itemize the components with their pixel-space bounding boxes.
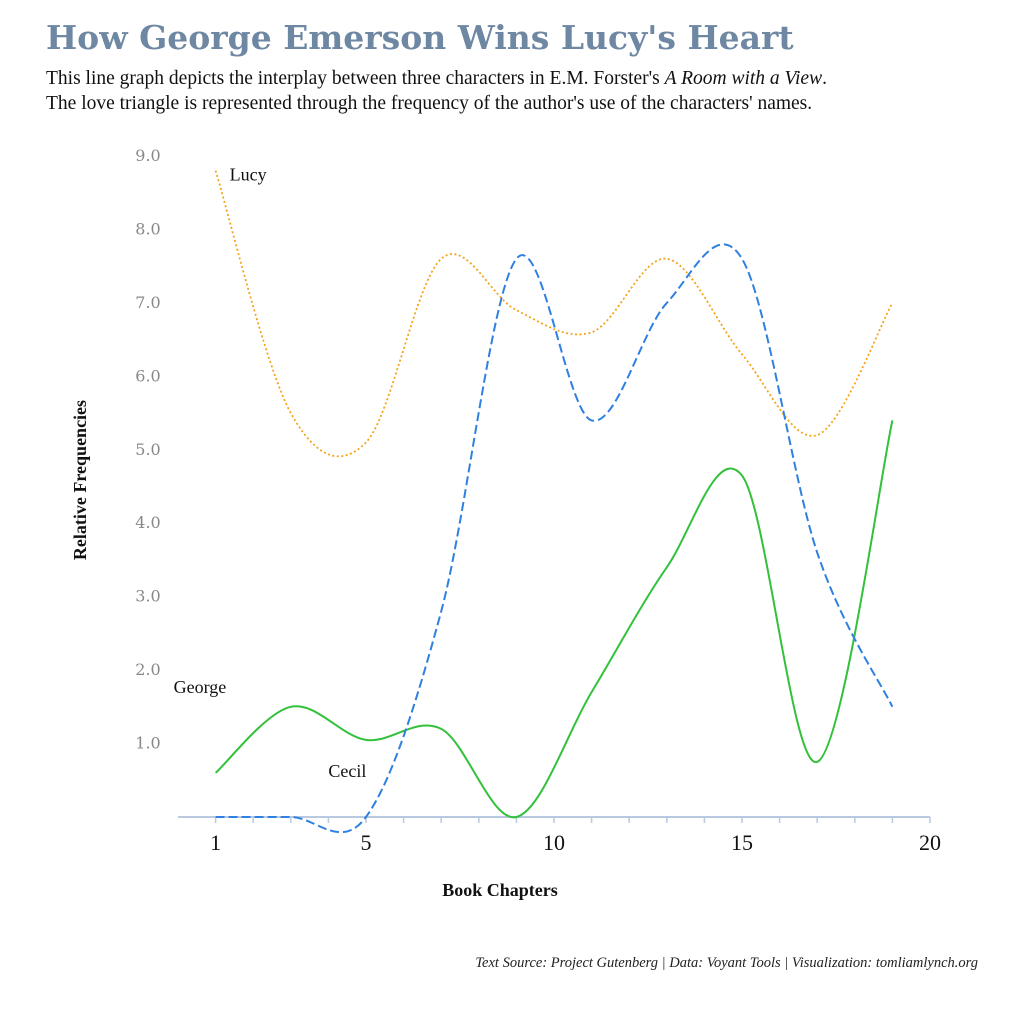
lucy-data-point	[364, 440, 369, 445]
y-tick-label: 9.0	[135, 146, 160, 165]
cecil-data-point	[890, 704, 895, 709]
cecil-line	[215, 243, 894, 834]
cecil-data-point	[288, 815, 293, 820]
y-tick-label: 4.0	[135, 513, 160, 532]
lucy-data-point	[514, 308, 519, 313]
george-data-point	[664, 565, 669, 570]
x-tick-label: 10	[543, 830, 565, 855]
series-labels: Lucy George Cecil	[174, 165, 367, 781]
cecil-data-point	[364, 815, 369, 820]
lucy-data-point	[589, 330, 594, 335]
lucy-data-point	[664, 256, 669, 261]
lucy-data-point	[890, 300, 895, 305]
cecil-label: Cecil	[328, 761, 366, 781]
lucy-label: Lucy	[230, 165, 267, 185]
x-axis: 1 5 10 15 20	[178, 816, 941, 855]
x-tick-label: 1	[210, 830, 221, 855]
y-tick-label: 8.0	[135, 219, 160, 238]
cecil-data-point	[815, 550, 820, 555]
george-data-point	[890, 418, 895, 423]
chart-subtitle: This line graph depicts the interplay be…	[46, 66, 1006, 116]
george-data-point	[439, 726, 444, 731]
george-data-point	[589, 690, 594, 695]
lucy-data-point	[439, 256, 444, 261]
x-tick-label: 5	[361, 830, 372, 855]
cecil-data-point	[439, 609, 444, 614]
george-data-point	[213, 770, 218, 775]
cecil-data-point	[213, 815, 218, 820]
y-tick-label: 2.0	[135, 660, 160, 679]
subtitle-line-1-end: .	[822, 68, 827, 89]
y-tick-label: 1.0	[135, 734, 160, 753]
y-tick-label: 5.0	[135, 440, 160, 459]
subtitle-line-2: The love triangle is represented through…	[46, 93, 813, 114]
george-data-point	[740, 473, 745, 478]
lucy-line	[214, 170, 894, 458]
george-data-point	[288, 704, 293, 709]
x-axis-title: Book Chapters	[442, 880, 558, 900]
cecil-data-point	[664, 300, 669, 305]
george-label: George	[174, 677, 227, 697]
lucy-data-point	[288, 411, 293, 416]
lucy-data-point	[213, 168, 218, 173]
y-tick-label: 3.0	[135, 587, 160, 606]
chart-title: How George Emerson Wins Lucy's Heart	[46, 18, 794, 57]
y-tick-label: 6.0	[135, 366, 160, 385]
subtitle-line-1: This line graph depicts the interplay be…	[46, 66, 1006, 91]
y-axis-ticks: 1.0 2.0 3.0 4.0 5.0 6.0 7.0 8.0 9.0	[135, 146, 160, 753]
series-lines	[213, 168, 895, 834]
lucy-data-point	[740, 352, 745, 357]
cecil-data-point	[589, 418, 594, 423]
y-axis-title: Relative Frequencies	[70, 400, 90, 560]
y-tick-label: 7.0	[135, 293, 160, 312]
lucy-data-point	[815, 433, 820, 438]
george-data-point	[815, 759, 820, 764]
cecil-data-point	[740, 256, 745, 261]
subtitle-line-1-start: This line graph depicts the interplay be…	[46, 68, 665, 89]
george-line	[214, 420, 894, 819]
george-data-point	[514, 815, 519, 820]
source-credit: Text Source: Project Gutenberg | Data: V…	[475, 955, 978, 971]
x-tick-label: 20	[919, 830, 941, 855]
cecil-data-point	[514, 256, 519, 261]
x-tick-label: 15	[731, 830, 753, 855]
george-data-point	[364, 737, 369, 742]
book-title: A Room with a View	[664, 68, 823, 89]
